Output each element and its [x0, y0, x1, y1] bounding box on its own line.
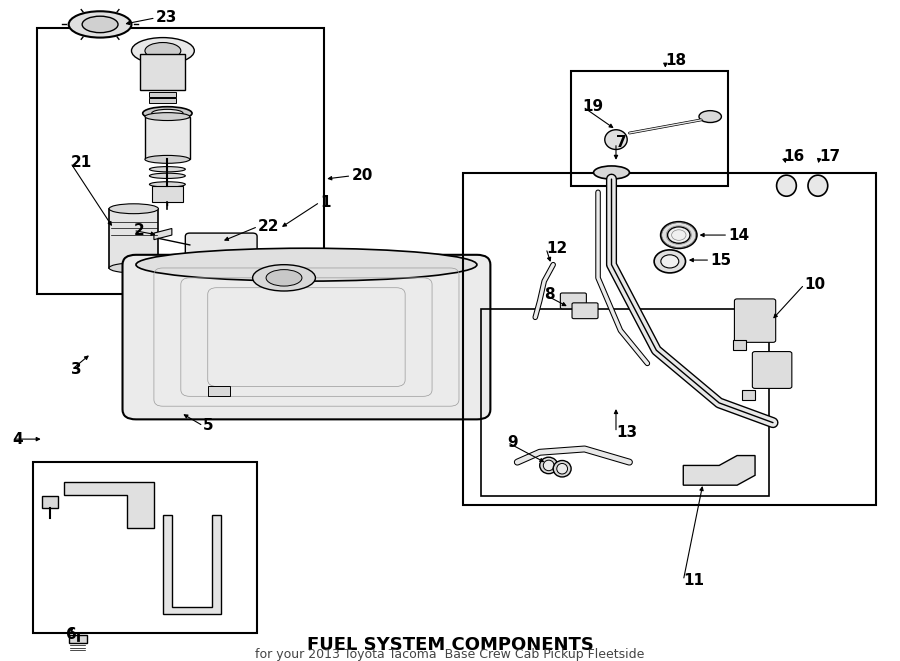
- Ellipse shape: [699, 110, 722, 122]
- Ellipse shape: [131, 38, 194, 64]
- FancyBboxPatch shape: [734, 299, 776, 342]
- Ellipse shape: [777, 175, 797, 196]
- Polygon shape: [163, 515, 221, 613]
- Text: 21: 21: [70, 155, 92, 170]
- Text: 10: 10: [805, 277, 825, 292]
- FancyBboxPatch shape: [208, 387, 230, 397]
- FancyBboxPatch shape: [122, 254, 490, 419]
- Ellipse shape: [544, 460, 554, 471]
- Text: 5: 5: [203, 418, 214, 434]
- Text: for your 2013 Toyota Tacoma  Base Crew Cab Pickup Fleetside: for your 2013 Toyota Tacoma Base Crew Ca…: [256, 648, 644, 661]
- FancyBboxPatch shape: [109, 209, 158, 268]
- Ellipse shape: [557, 463, 568, 474]
- Text: 22: 22: [258, 219, 280, 234]
- Text: 9: 9: [508, 435, 518, 450]
- FancyBboxPatch shape: [149, 92, 176, 97]
- FancyBboxPatch shape: [145, 116, 190, 159]
- Text: 1: 1: [320, 194, 330, 210]
- Ellipse shape: [143, 106, 192, 120]
- Ellipse shape: [82, 17, 118, 32]
- FancyBboxPatch shape: [572, 303, 598, 319]
- Ellipse shape: [668, 227, 690, 243]
- Ellipse shape: [149, 167, 185, 172]
- Polygon shape: [64, 482, 154, 528]
- Text: 23: 23: [156, 11, 177, 25]
- Ellipse shape: [145, 155, 190, 163]
- Text: 4: 4: [13, 432, 22, 447]
- Ellipse shape: [654, 250, 686, 273]
- Text: 20: 20: [351, 169, 373, 183]
- Polygon shape: [154, 229, 172, 240]
- Ellipse shape: [109, 204, 158, 214]
- Ellipse shape: [68, 11, 131, 38]
- FancyBboxPatch shape: [68, 635, 86, 643]
- Text: 11: 11: [683, 573, 705, 588]
- Ellipse shape: [540, 457, 558, 474]
- FancyBboxPatch shape: [733, 340, 746, 350]
- Text: FUEL SYSTEM COMPONENTS: FUEL SYSTEM COMPONENTS: [307, 637, 593, 654]
- Ellipse shape: [145, 42, 181, 59]
- Ellipse shape: [145, 112, 190, 120]
- Text: 7: 7: [616, 136, 626, 151]
- Text: 13: 13: [616, 425, 637, 440]
- Text: 18: 18: [665, 53, 687, 68]
- Text: 14: 14: [728, 227, 750, 243]
- Ellipse shape: [605, 130, 627, 149]
- Text: 16: 16: [784, 149, 805, 163]
- Ellipse shape: [808, 175, 828, 196]
- Ellipse shape: [152, 109, 183, 117]
- Text: 19: 19: [583, 99, 604, 114]
- Text: 17: 17: [820, 149, 841, 163]
- Ellipse shape: [266, 270, 302, 286]
- FancyBboxPatch shape: [561, 293, 587, 309]
- Ellipse shape: [594, 166, 629, 179]
- Text: 3: 3: [71, 362, 82, 377]
- Ellipse shape: [149, 173, 185, 178]
- Ellipse shape: [554, 461, 572, 477]
- Text: 12: 12: [546, 241, 567, 256]
- Text: 15: 15: [710, 253, 732, 268]
- FancyBboxPatch shape: [742, 390, 755, 400]
- FancyBboxPatch shape: [152, 186, 183, 202]
- Ellipse shape: [149, 182, 185, 187]
- Text: 6: 6: [66, 627, 77, 642]
- FancyBboxPatch shape: [149, 98, 176, 103]
- Ellipse shape: [253, 264, 315, 291]
- Ellipse shape: [661, 222, 697, 249]
- FancyBboxPatch shape: [752, 352, 792, 389]
- FancyBboxPatch shape: [140, 54, 185, 91]
- Polygon shape: [683, 455, 755, 485]
- FancyBboxPatch shape: [41, 496, 58, 508]
- Text: 8: 8: [544, 287, 554, 302]
- FancyBboxPatch shape: [185, 233, 257, 282]
- Ellipse shape: [661, 254, 679, 268]
- Ellipse shape: [136, 249, 477, 281]
- Text: 2: 2: [133, 223, 144, 238]
- Ellipse shape: [109, 263, 158, 273]
